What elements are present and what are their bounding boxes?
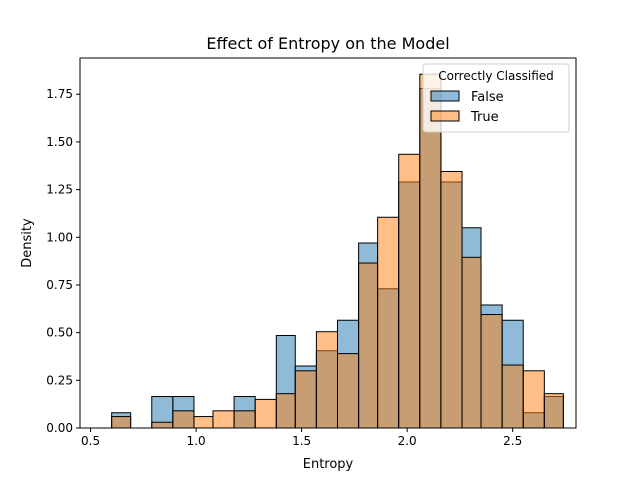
y-tick-label: 1.00 bbox=[46, 230, 73, 244]
bar-true-3 bbox=[172, 410, 195, 429]
x-tick-label: 2.0 bbox=[398, 434, 417, 448]
legend-title: Correctly Classified bbox=[438, 69, 554, 83]
x-tick-label: 1.0 bbox=[187, 434, 206, 448]
bar-true-8 bbox=[275, 393, 296, 429]
y-tick-label: 1.50 bbox=[46, 135, 73, 149]
bar-true-21 bbox=[543, 393, 564, 429]
bar-true-7 bbox=[254, 398, 277, 429]
bar-true-9 bbox=[294, 370, 317, 429]
bar-true-17 bbox=[461, 256, 482, 429]
y-tick-label: 1.25 bbox=[46, 183, 73, 197]
legend-label-true: True bbox=[470, 110, 499, 125]
y-tick-label: 0.25 bbox=[46, 373, 73, 387]
y-axis-label: Density bbox=[20, 218, 35, 268]
y-axis: 0.00 0.25 0.50 0.75 1.00 1.25 1.50 1.75 bbox=[46, 87, 80, 435]
bar-true-14 bbox=[398, 153, 421, 429]
bar-true-6 bbox=[233, 410, 256, 429]
bar-true-10 bbox=[315, 331, 338, 429]
x-tick-label: 0.5 bbox=[81, 434, 100, 448]
bar-true-19 bbox=[501, 364, 524, 429]
bar-true-16 bbox=[440, 170, 463, 429]
x-tick-label: 1.5 bbox=[292, 434, 311, 448]
legend-swatch-true bbox=[430, 110, 460, 122]
bar-true-13 bbox=[377, 216, 400, 429]
bar-true-12 bbox=[358, 262, 379, 429]
plot-frame bbox=[79, 57, 577, 429]
legend: Correctly Classified False True bbox=[422, 63, 570, 133]
bar-true-5 bbox=[212, 410, 235, 429]
y-tick-label: 0.00 bbox=[46, 421, 73, 435]
y-tick-label: 0.75 bbox=[46, 278, 73, 292]
bar-true-11 bbox=[336, 353, 360, 429]
y-tick-label: 0.50 bbox=[46, 326, 73, 340]
x-tick-label: 2.5 bbox=[503, 434, 522, 448]
bars-layer bbox=[111, 73, 564, 429]
x-axis: 0.5 1.0 1.5 2.0 2.5 bbox=[81, 428, 522, 448]
bar-true-0 bbox=[111, 416, 132, 429]
x-axis-label: Entropy bbox=[303, 457, 354, 472]
bar-true-4 bbox=[193, 416, 214, 429]
y-tick-label: 1.75 bbox=[46, 87, 73, 101]
legend-swatch-false bbox=[430, 90, 460, 102]
bar-true-18 bbox=[480, 314, 503, 429]
bar-true-20 bbox=[522, 370, 545, 429]
legend-label-false: False bbox=[471, 90, 504, 105]
bar-true-2 bbox=[151, 421, 174, 429]
chart-title: Effect of Entropy on the Model bbox=[206, 34, 449, 53]
